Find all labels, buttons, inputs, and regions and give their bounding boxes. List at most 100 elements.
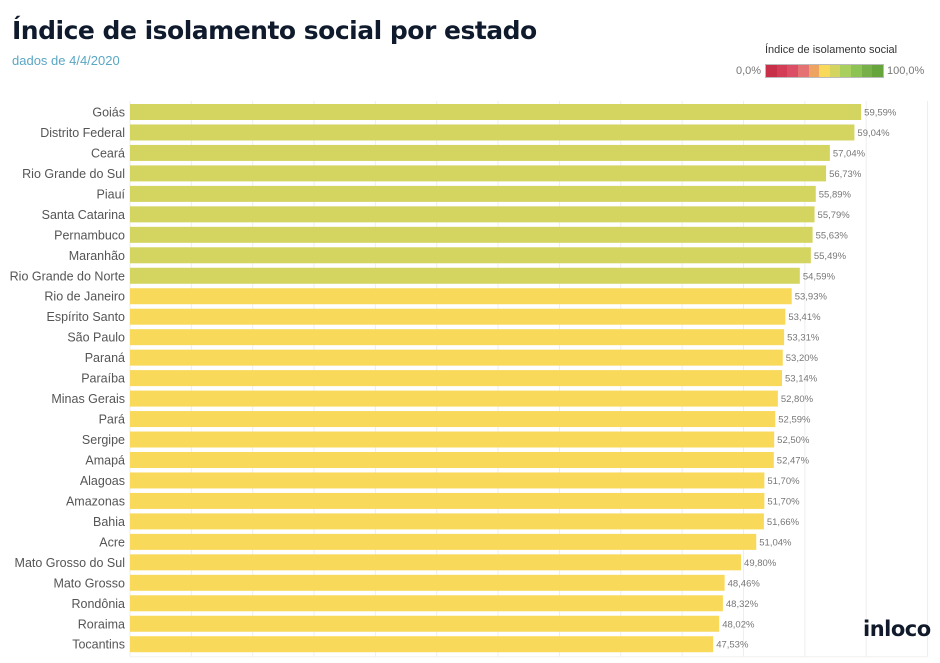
category-label: Bahia [93,515,125,529]
category-label: Sergipe [82,433,125,447]
bar[interactable] [130,554,742,571]
category-label: Tocantins [72,638,125,652]
category-label: Minas Gerais [51,392,125,406]
inloco-logo: inloco [863,617,931,641]
legend-swatch [766,65,777,77]
bar[interactable] [130,492,765,509]
category-label: Amapá [85,453,125,467]
value-label: 52,50% [777,435,810,446]
legend-max-label: 100,0% [887,65,925,77]
legend-swatch [787,65,798,77]
legend-min-label: 0,0% [736,65,762,77]
bar[interactable] [130,144,830,161]
category-label: Acre [99,535,125,549]
bar[interactable] [130,411,776,428]
category-labels: Goiás Distrito Federal Ceará Rio Grande do … [10,106,126,652]
category-label: Pernambuco [54,228,125,242]
category-label: São Paulo [67,331,125,345]
value-label: 53,31% [787,333,820,344]
category-label: Rio Grande do Norte [10,269,125,283]
legend-color-ramp [765,64,884,78]
category-label: Ceará [91,146,125,160]
page-title: Índice de isolamento social por estado [12,16,537,45]
value-label: 52,59% [778,415,811,426]
value-label: 59,59% [864,108,897,119]
category-label: Paraná [85,351,125,365]
value-label: 49,80% [744,558,777,569]
bar[interactable] [130,574,725,591]
value-labels: 59,59% 59,04% 57,04% 56,73% 55,89% 55,79% 55,6… [716,108,897,651]
bar[interactable] [130,267,800,284]
bar[interactable] [130,431,775,448]
value-label: 51,04% [759,537,792,548]
value-label: 55,79% [818,210,851,221]
bar[interactable] [130,349,783,366]
bar[interactable] [130,472,765,489]
legend-swatch [819,65,830,77]
value-label: 55,49% [814,251,847,262]
bars [130,104,862,653]
value-label: 53,93% [795,292,828,303]
value-label: 59,04% [857,128,890,139]
value-label: 55,89% [819,189,852,200]
category-label: Santa Catarina [42,208,125,222]
bar[interactable] [130,390,778,407]
bar[interactable] [130,247,811,264]
value-label: 54,59% [803,271,836,282]
value-label: 55,63% [816,230,849,241]
legend-swatch [829,65,841,77]
value-label: 53,20% [786,353,819,364]
category-label: Rondônia [71,597,125,611]
legend-swatch [840,65,852,77]
category-label: Rio de Janeiro [44,290,125,304]
category-label: Amazonas [66,494,125,508]
category-label: Pará [99,413,125,427]
page-subtitle: dados de 4/4/2020 [12,53,120,68]
bar[interactable] [130,288,792,305]
value-label: 53,41% [788,312,821,323]
legend-swatch [851,65,862,77]
category-label: Paraíba [81,372,125,386]
value-label: 51,70% [767,496,800,507]
bar[interactable] [130,165,827,182]
legend-swatch [776,65,788,77]
bar[interactable] [130,451,774,468]
value-label: 47,53% [716,640,749,651]
legend-swatch [797,65,809,77]
legend-swatch [808,65,820,77]
category-label: Piauí [97,187,126,201]
category-label: Maranhão [69,249,125,263]
value-label: 48,02% [722,619,755,630]
legend-swatch [872,65,884,77]
value-label: 51,66% [767,517,800,528]
category-label: Mato Grosso do Sul [15,556,125,570]
legend-title: Índice de isolamento social [765,44,898,56]
category-label: Mato Grosso [53,576,125,590]
bar[interactable] [130,308,786,325]
bar[interactable] [130,124,855,141]
value-label: 51,70% [767,476,800,487]
bar[interactable] [130,513,764,530]
bar[interactable] [130,185,816,202]
category-label: Espírito Santo [46,310,125,324]
legend-swatch [861,65,873,77]
value-label: 53,14% [785,374,818,385]
value-label: 48,32% [726,599,759,610]
category-label: Goiás [92,106,125,120]
value-label: 56,73% [829,169,862,180]
bar[interactable] [130,636,714,653]
bar[interactable] [130,206,815,223]
value-label: 48,46% [728,578,761,589]
bar[interactable] [130,615,720,632]
bar[interactable] [130,226,813,243]
bar[interactable] [130,533,757,550]
category-label: Distrito Federal [40,126,125,140]
bar[interactable] [130,104,862,120]
bar[interactable] [130,329,785,346]
bar[interactable] [130,595,723,612]
value-label: 52,80% [781,394,814,405]
bar[interactable] [130,370,783,387]
category-label: Rio Grande do Sul [22,167,125,181]
category-label: Alagoas [80,474,125,488]
